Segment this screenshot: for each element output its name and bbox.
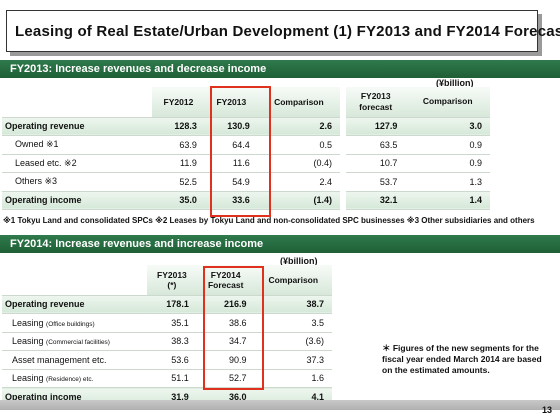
- cell-value: 178.1: [147, 295, 197, 314]
- row-label-sub: (Residence) etc.: [46, 376, 94, 384]
- cell-value: 2.4: [257, 172, 340, 192]
- table-row: Owned ※1 63.9 64.4 0.5: [2, 135, 340, 155]
- cell-value: 3.5: [254, 313, 332, 333]
- table-row: Operating revenue 128.3 130.9 2.6: [2, 117, 340, 136]
- cell-value: 37.3: [254, 350, 332, 370]
- row-label-main: Leasing: [12, 373, 44, 384]
- table-row: Operating revenue 178.1 216.9 38.7: [2, 295, 332, 314]
- cell-value: 1.4: [405, 191, 490, 210]
- cell-value: 35.1: [147, 313, 197, 333]
- section-heading-fy2013: FY2013: Increase revenues and decrease i…: [0, 60, 560, 78]
- header-fy2013: FY2013: [204, 87, 258, 118]
- cell-value: 130.9: [204, 117, 258, 136]
- cell-value: 11.9: [152, 154, 205, 173]
- row-label: Asset management etc.: [2, 350, 147, 370]
- row-label: Leasing (Residence) etc.: [2, 369, 147, 388]
- table-row: 32.1 1.4: [346, 191, 490, 210]
- cell-value: 53.6: [147, 350, 197, 370]
- table-row: Leasing (Commercial facilities) 38.3 34.…: [2, 332, 332, 351]
- cell-value: 2.6: [257, 117, 340, 136]
- unit-label: (¥billion): [436, 78, 474, 88]
- cell-value: (1.4): [257, 191, 340, 210]
- cell-value: 34.7: [196, 332, 255, 351]
- header-forecast-comparison: Comparison: [405, 87, 490, 118]
- header-line: Forecast: [207, 279, 244, 290]
- table-row: Others ※3 52.5 54.9 2.4: [2, 172, 340, 192]
- cell-value: 32.1: [346, 191, 406, 210]
- cell-value: 63.5: [346, 135, 406, 155]
- unit-label: (¥billion): [280, 256, 318, 266]
- header-line: FY2013: [157, 269, 187, 280]
- cell-value: 53.7: [346, 172, 406, 192]
- row-label: Owned ※1: [2, 135, 152, 155]
- cell-value: 35.0: [152, 191, 205, 210]
- page-number: 13: [541, 405, 552, 415]
- table-row: Leasing (Office buildings) 35.1 38.6 3.5: [2, 313, 332, 333]
- cell-value: 0.9: [405, 154, 490, 173]
- fy2013-forecast-table: FY2013 forecast Comparison 127.9 3.0 63.…: [346, 87, 490, 210]
- row-label: Operating revenue: [2, 117, 152, 136]
- section-heading-fy2014: FY2014: Increase revenues and increase i…: [0, 235, 560, 253]
- table-row: 53.7 1.3: [346, 172, 490, 192]
- footer-bar: [0, 400, 560, 410]
- row-label: Others ※3: [2, 172, 152, 192]
- cell-value: 51.1: [147, 369, 197, 388]
- cell-value: 64.4: [204, 135, 258, 155]
- cell-value: 63.9: [152, 135, 205, 155]
- fy2014-forecast-table: FY2013 (*) FY2014 Forecast Comparison Op…: [2, 265, 332, 407]
- cell-value: 0.5: [257, 135, 340, 155]
- header-line: FY2014: [210, 269, 241, 280]
- row-label: Leasing (Commercial facilities): [2, 332, 147, 351]
- row-label: Leased etc. ※2: [2, 154, 152, 173]
- cell-value: 90.9: [196, 350, 255, 370]
- row-label: Operating revenue: [2, 295, 147, 314]
- cell-value: 38.3: [147, 332, 197, 351]
- cell-value: (3.6): [254, 332, 332, 351]
- header-line: FY2013: [360, 90, 391, 101]
- header-fy2012: FY2012: [152, 87, 205, 118]
- header-blank: [2, 265, 147, 296]
- row-label-sub: (Office buildings): [46, 320, 95, 328]
- cell-value: 1.3: [405, 172, 490, 192]
- table-row: 10.7 0.9: [346, 154, 490, 173]
- header-line: forecast: [359, 101, 393, 112]
- row-label: Operating income: [2, 191, 152, 210]
- cell-value: 216.9: [196, 295, 255, 314]
- header-comparison: Comparison: [257, 87, 340, 118]
- table-row: 127.9 3.0: [346, 117, 490, 136]
- cell-value: 38.7: [254, 295, 332, 314]
- header-fy2014-forecast: FY2014 Forecast: [196, 265, 255, 296]
- cell-value: 0.9: [405, 135, 490, 155]
- header-blank: [2, 87, 152, 118]
- cell-value: 54.9: [204, 172, 258, 192]
- cell-value: 127.9: [346, 117, 406, 136]
- cell-value: 3.0: [405, 117, 490, 136]
- cell-value: 52.5: [152, 172, 205, 192]
- header-fy2013-forecast: FY2013 forecast: [346, 87, 406, 118]
- cell-value: 52.7: [196, 369, 255, 388]
- segment-note: ＊ Figures of the new segments for the fi…: [382, 343, 542, 375]
- table-row: Leasing (Residence) etc. 51.1 52.7 1.6: [2, 369, 332, 388]
- table-row: 63.5 0.9: [346, 135, 490, 155]
- cell-value: (0.4): [257, 154, 340, 173]
- table-row: Operating income 35.0 33.6 (1.4): [2, 191, 340, 210]
- row-label-sub: (Commercial facilities): [46, 339, 110, 347]
- slide-title: Leasing of Real Estate/Urban Development…: [6, 10, 560, 52]
- cell-value: 38.6: [196, 313, 255, 333]
- row-label-main: Leasing: [12, 317, 44, 328]
- cell-value: 11.6: [204, 154, 258, 173]
- header-fy2013: FY2013 (*): [147, 265, 197, 296]
- row-label-main: Leasing: [12, 336, 44, 347]
- fy2013-results-table: FY2012 FY2013 Comparison Operating reven…: [2, 87, 340, 210]
- cell-value: 128.3: [152, 117, 205, 136]
- table-row: Leased etc. ※2 11.9 11.6 (0.4): [2, 154, 340, 173]
- header-line: (*): [167, 279, 177, 290]
- footnote: ※1 Tokyu Land and consolidated SPCs ※2 L…: [3, 216, 535, 225]
- table-row: Asset management etc. 53.6 90.9 37.3: [2, 350, 332, 370]
- row-label: Leasing (Office buildings): [2, 313, 147, 333]
- header-comparison: Comparison: [254, 265, 332, 296]
- cell-value: 33.6: [204, 191, 258, 210]
- cell-value: 1.6: [254, 369, 332, 388]
- cell-value: 10.7: [346, 154, 406, 173]
